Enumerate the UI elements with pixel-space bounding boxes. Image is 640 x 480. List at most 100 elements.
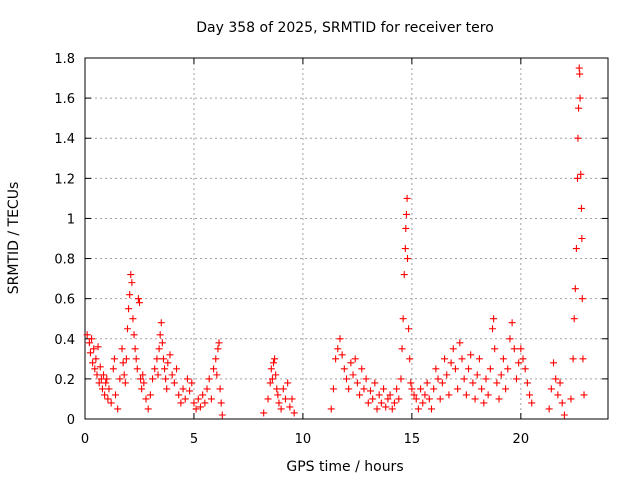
data-point <box>192 405 200 413</box>
data-point <box>456 339 464 347</box>
data-point <box>139 371 147 379</box>
data-point <box>407 379 415 387</box>
data-point <box>118 345 126 353</box>
data-point <box>441 355 449 363</box>
data-point <box>155 345 163 353</box>
data-point <box>517 345 525 353</box>
data-point <box>92 355 100 363</box>
data-point <box>151 365 159 373</box>
data-point <box>101 391 109 399</box>
data-point <box>140 379 148 387</box>
data-point <box>388 405 396 413</box>
data-point <box>121 379 129 387</box>
data-point <box>186 387 194 395</box>
data-point <box>90 345 98 353</box>
data-point <box>214 345 222 353</box>
data-point <box>135 299 143 307</box>
data-point <box>475 355 483 363</box>
data-point <box>129 315 137 323</box>
data-point <box>402 224 410 232</box>
data-point <box>408 385 416 393</box>
data-point <box>377 399 385 407</box>
data-point <box>119 359 127 367</box>
grid-lines <box>85 58 608 419</box>
data-point <box>83 331 91 339</box>
data-point <box>175 391 183 399</box>
chart-title: Day 358 of 2025, SRMTID for receiver ter… <box>196 20 494 36</box>
data-point <box>161 365 169 373</box>
x-tick-label: 0 <box>81 432 89 447</box>
data-point <box>116 375 124 383</box>
data-point <box>100 371 108 379</box>
data-point <box>85 339 93 347</box>
data-point <box>88 335 96 343</box>
data-point <box>406 355 414 363</box>
data-point <box>112 391 120 399</box>
data-point <box>107 399 115 407</box>
data-point <box>571 285 579 293</box>
data-point <box>521 365 529 373</box>
data-point <box>156 331 164 339</box>
data-point <box>380 385 388 393</box>
data-point <box>578 295 586 303</box>
data-point <box>486 365 494 373</box>
data-point <box>519 355 527 363</box>
data-point <box>131 345 139 353</box>
data-point <box>290 409 298 417</box>
data-point <box>417 385 425 393</box>
data-point <box>327 405 335 413</box>
y-tick-label: 0 <box>67 413 75 428</box>
data-point <box>126 291 134 299</box>
data-point <box>438 379 446 387</box>
data-point <box>434 375 442 383</box>
data-point <box>336 335 344 343</box>
data-point <box>170 379 178 387</box>
data-point <box>347 359 355 367</box>
data-point <box>489 325 497 333</box>
data-point <box>288 395 296 403</box>
data-point <box>188 379 196 387</box>
data-point <box>375 391 383 399</box>
data-point <box>580 391 588 399</box>
data-point <box>579 355 587 363</box>
data-point <box>473 371 481 379</box>
data-point <box>159 355 167 363</box>
data-point <box>576 94 584 102</box>
data-point <box>575 64 583 72</box>
data-point <box>550 359 558 367</box>
data-point <box>199 391 207 399</box>
data-point <box>93 371 101 379</box>
data-point <box>205 375 213 383</box>
data-point <box>142 395 150 403</box>
data-point <box>274 391 282 399</box>
data-point <box>390 399 398 407</box>
data-point <box>506 335 514 343</box>
axis-ticks <box>84 57 608 420</box>
data-point <box>512 375 520 383</box>
data-point <box>360 385 368 393</box>
data-point <box>329 385 337 393</box>
data-point <box>451 365 459 373</box>
data-point <box>578 235 586 242</box>
data-point <box>103 375 111 383</box>
data-point <box>332 355 340 363</box>
data-point <box>449 345 457 353</box>
x-tick-label: 20 <box>513 432 530 447</box>
data-point <box>127 271 135 279</box>
data-point <box>570 315 578 323</box>
data-point <box>528 399 536 407</box>
data-point <box>574 134 582 142</box>
data-point <box>465 365 473 373</box>
data-point <box>369 395 377 403</box>
data-point <box>366 387 374 395</box>
data-point <box>554 391 562 399</box>
data-point <box>260 409 268 417</box>
data-point <box>567 395 575 403</box>
data-point <box>340 365 348 373</box>
data-point <box>267 365 275 373</box>
data-point <box>114 405 122 413</box>
data-point <box>105 385 113 393</box>
data-point <box>144 405 152 413</box>
data-point <box>194 395 202 403</box>
